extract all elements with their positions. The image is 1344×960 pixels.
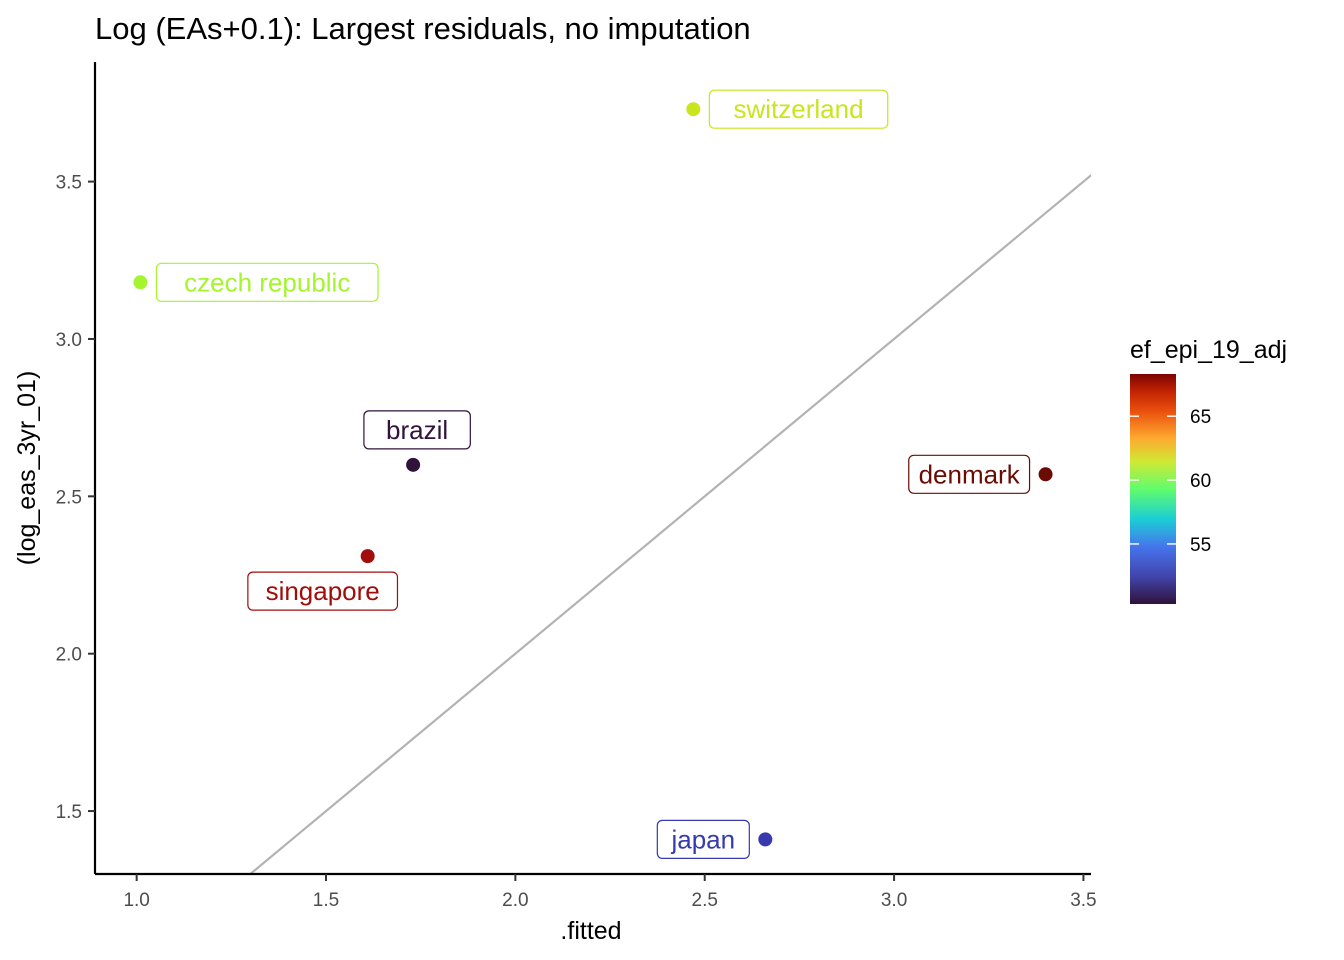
point-label-text: singapore: [266, 576, 380, 606]
point-label-text: denmark: [919, 459, 1021, 489]
color-legend: ef_epi_19_adj 55 60 65: [1130, 336, 1287, 604]
y-tick-label: 3.0: [56, 330, 82, 351]
point-label-box: [363, 410, 471, 450]
x-axis-title: .fitted: [560, 917, 621, 945]
x-tick-label: 3.0: [881, 890, 907, 911]
point-label-box: [247, 571, 399, 611]
x-tick-label: 2.0: [502, 890, 528, 911]
x-axis-ticks: 1.0 1.5 2.0 2.5 3.0 3.5: [123, 874, 1097, 911]
point-label: czech republic: [155, 262, 379, 302]
legend-title: ef_epi_19_adj: [1130, 336, 1287, 364]
point-label-box: [155, 262, 379, 302]
point-label-box: [708, 89, 889, 129]
point-label: japan: [656, 819, 750, 859]
y-axis-ticks: 1.5 2.0 2.5 3.0 3.5: [56, 173, 95, 823]
colorbar-tick-label: 60: [1190, 471, 1211, 492]
y-tick-label: 1.5: [56, 802, 82, 823]
data-point: [133, 275, 148, 290]
colorbar-ticks: 55 60 65: [1130, 407, 1211, 556]
x-tick-label: 1.5: [313, 890, 339, 911]
data-point: [1038, 467, 1053, 482]
y-tick-label: 3.5: [56, 173, 82, 194]
data-point: [406, 457, 421, 472]
point-label-text: czech republic: [184, 267, 350, 297]
y-tick-label: 2.0: [56, 645, 82, 666]
y-axis-title: (log_eas_3yr_01): [13, 371, 41, 566]
point-label-box: [656, 819, 750, 859]
x-tick-label: 2.5: [692, 890, 718, 911]
point-label: switzerland: [708, 89, 889, 129]
data-point: [758, 832, 773, 847]
point-label-box: [908, 454, 1031, 494]
data-point: [686, 102, 701, 117]
x-tick-label: 1.0: [123, 890, 149, 911]
x-tick-label: 3.5: [1070, 890, 1096, 911]
reference-line: [248, 173, 1091, 874]
point-label-text: brazil: [386, 415, 448, 445]
chart-title: Log (EAs+0.1): Largest residuals, no imp…: [95, 11, 751, 46]
colorbar-tick-label: 55: [1190, 535, 1211, 556]
colorbar: [1130, 374, 1176, 604]
point-label: denmark: [908, 454, 1031, 494]
point-label: brazil: [363, 410, 471, 450]
y-tick-label: 2.5: [56, 487, 82, 508]
colorbar-tick-label: 65: [1190, 407, 1211, 428]
point-label-text: switzerland: [734, 94, 864, 124]
point-label-text: japan: [670, 824, 735, 854]
data-point: [360, 549, 375, 564]
data-points: switzerland czech republic brazil denmark si…: [133, 89, 1053, 859]
point-label: singapore: [247, 571, 399, 611]
